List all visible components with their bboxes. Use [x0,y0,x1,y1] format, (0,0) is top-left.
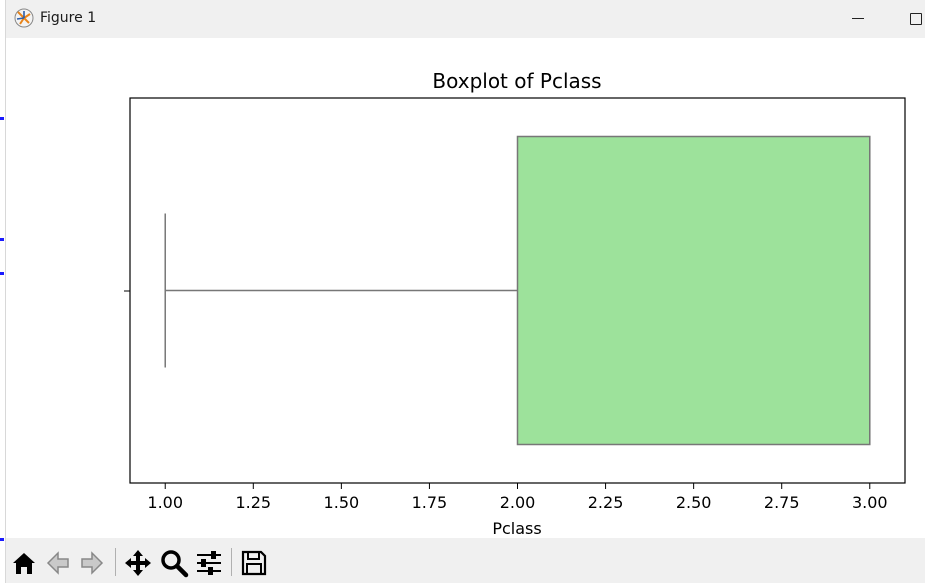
back-arrow-icon [46,551,69,575]
chart-title: Boxplot of Pclass [432,69,601,93]
home-button[interactable] [9,548,39,578]
x-tick-label: 2.25 [588,493,624,512]
figure-canvas[interactable]: Boxplot of Pclass 1.00 1.25 1.50 1.75 2.00 2.… [6,38,925,538]
zoom-button[interactable] [159,548,189,578]
x-tick-label: 1.75 [412,493,448,512]
configure-subplots-icon [197,551,221,575]
toolbar-separator [115,548,116,576]
box-iqr [516,135,871,446]
forward-button[interactable] [77,548,107,578]
background-text-fragment [0,538,4,541]
matplotlib-app-icon [14,8,34,28]
back-button[interactable] [43,548,73,578]
minimize-button[interactable] [836,0,882,38]
x-tick-label: 3.00 [852,493,888,512]
window-titlebar[interactable]: Figure 1 [6,0,925,38]
background-text-fragment [0,272,4,275]
configure-subplots-button[interactable] [194,548,224,578]
x-tick-label: 2.00 [500,493,536,512]
maximize-button[interactable] [898,0,925,38]
window-title: Figure 1 [40,10,97,26]
x-tick-label: 1.00 [147,493,183,512]
x-tick-label: 2.50 [676,493,712,512]
pan-button[interactable] [123,548,153,578]
navigation-toolbar [6,538,925,583]
x-tick-label: 2.75 [764,493,800,512]
zoom-magnifier-icon [161,550,189,578]
boxplot-chart: Boxplot of Pclass 1.00 1.25 1.50 1.75 2.00 2.… [124,69,906,538]
save-floppy-icon [241,550,267,576]
background-text-fragment [0,117,4,120]
pan-move-icon [125,550,151,576]
x-tick-label: 1.25 [235,493,271,512]
background-text-fragment [0,238,4,241]
forward-arrow-icon [81,551,104,575]
background-window-strip [0,0,6,583]
x-tick-label: 1.50 [324,493,360,512]
home-icon [13,553,35,574]
save-button[interactable] [239,548,269,578]
toolbar-separator [231,548,232,576]
x-axis-label: Pclass [492,519,541,538]
